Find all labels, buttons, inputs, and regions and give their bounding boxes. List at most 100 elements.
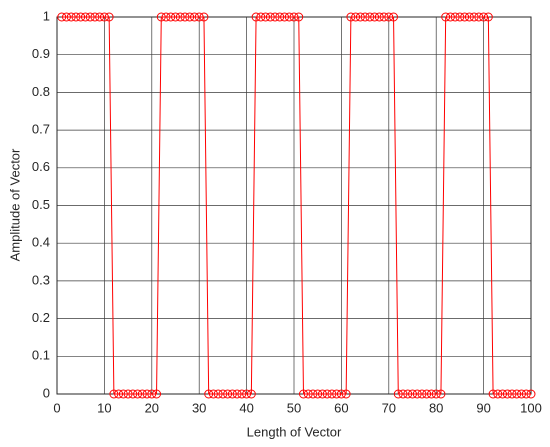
- x-tick-label: 90: [476, 400, 490, 415]
- data-point: [488, 389, 498, 399]
- data-point: [498, 389, 508, 399]
- y-tick-label: 0.8: [32, 84, 50, 99]
- data-point: [521, 389, 531, 399]
- data-point: [185, 12, 195, 22]
- data-point: [502, 389, 512, 399]
- data-point: [232, 389, 242, 399]
- data-point: [398, 389, 408, 399]
- x-tick-label: 0: [53, 400, 60, 415]
- data-point: [137, 389, 147, 399]
- data-point: [431, 389, 441, 399]
- x-tick-label: 70: [382, 400, 396, 415]
- data-point: [403, 389, 413, 399]
- data-point: [351, 12, 361, 22]
- data-point: [341, 389, 351, 399]
- y-tick-label: 0.4: [32, 235, 50, 250]
- data-point: [384, 12, 394, 22]
- x-tick-label: 100: [520, 400, 542, 415]
- y-tick-label: 0.3: [32, 272, 50, 287]
- data-point: [57, 12, 67, 22]
- data-point: [327, 389, 337, 399]
- data-point: [374, 12, 384, 22]
- data-point: [479, 12, 489, 22]
- data-point: [365, 12, 375, 22]
- data-point: [346, 12, 356, 22]
- data-point: [517, 389, 527, 399]
- x-axis-label: Length of Vector: [247, 424, 342, 439]
- data-point: [360, 12, 370, 22]
- data-point: [194, 12, 204, 22]
- data-point: [180, 12, 190, 22]
- y-tick-label: 0.6: [32, 159, 50, 174]
- data-point: [441, 12, 451, 22]
- data-point: [450, 12, 460, 22]
- y-tick-label: 0.2: [32, 310, 50, 325]
- data-point: [284, 12, 294, 22]
- x-tick-label: 60: [334, 400, 348, 415]
- data-point: [223, 389, 233, 399]
- data-point: [332, 389, 342, 399]
- x-tick-label: 40: [239, 400, 253, 415]
- data-point: [114, 389, 124, 399]
- data-point: [393, 389, 403, 399]
- data-point: [61, 12, 71, 22]
- data-point: [237, 389, 247, 399]
- data-point: [71, 12, 81, 22]
- data-point: [227, 389, 237, 399]
- data-point: [218, 389, 228, 399]
- data-point: [412, 389, 422, 399]
- data-point: [303, 389, 313, 399]
- data-point: [379, 12, 389, 22]
- data-point: [256, 12, 266, 22]
- x-tick-label: 10: [97, 400, 111, 415]
- data-point: [142, 389, 152, 399]
- data-point: [483, 12, 493, 22]
- data-point: [90, 12, 100, 22]
- data-point: [336, 389, 346, 399]
- data-point: [265, 12, 275, 22]
- data-point: [123, 389, 133, 399]
- data-point: [317, 389, 327, 399]
- data-point: [213, 389, 223, 399]
- data-point: [99, 12, 109, 22]
- data-point: [474, 12, 484, 22]
- data-point: [85, 12, 95, 22]
- data-point: [118, 389, 128, 399]
- data-point: [298, 389, 308, 399]
- data-point: [175, 12, 185, 22]
- x-tick-label: 50: [287, 400, 301, 415]
- data-point: [251, 12, 261, 22]
- data-point: [322, 389, 332, 399]
- data-point: [147, 389, 157, 399]
- data-point: [208, 389, 218, 399]
- data-point: [166, 12, 176, 22]
- data-point: [308, 389, 318, 399]
- data-point: [445, 12, 455, 22]
- data-point: [261, 12, 271, 22]
- data-point: [95, 12, 105, 22]
- data-point: [389, 12, 399, 22]
- data-point: [313, 389, 323, 399]
- data-point: [422, 389, 432, 399]
- y-tick-label: 0: [43, 385, 50, 400]
- data-point: [270, 12, 280, 22]
- y-tick-label: 1: [43, 8, 50, 23]
- y-tick-label: 0.7: [32, 122, 50, 137]
- x-tick-label: 30: [192, 400, 206, 415]
- y-axis-label: Amplitude of Vector: [7, 148, 22, 261]
- data-point: [493, 389, 503, 399]
- data-point: [189, 12, 199, 22]
- data-point: [156, 12, 166, 22]
- data-point: [204, 389, 214, 399]
- data-point: [294, 12, 304, 22]
- data-point: [104, 12, 114, 22]
- data-point: [289, 12, 299, 22]
- data-point: [417, 389, 427, 399]
- data-point: [455, 12, 465, 22]
- data-point: [161, 12, 171, 22]
- data-point: [171, 12, 180, 22]
- y-tick-label: 0.1: [32, 348, 50, 363]
- data-point: [436, 389, 446, 399]
